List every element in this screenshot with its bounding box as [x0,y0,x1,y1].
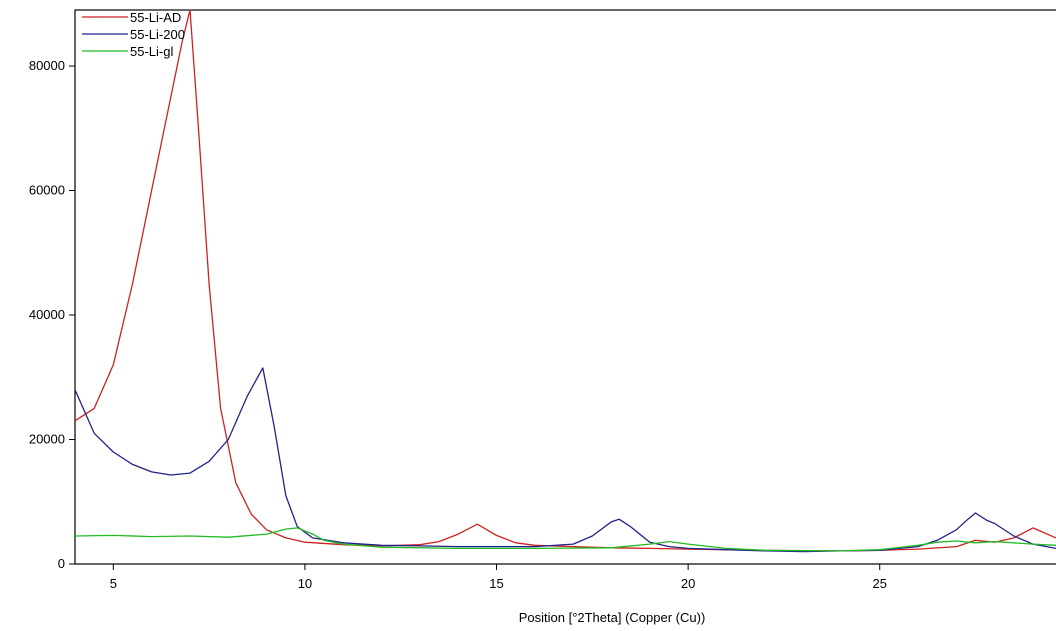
x-tick-label: 10 [298,576,312,591]
series-line-55-li-ad [74,9,1056,552]
series-lines [74,9,1056,553]
x-axis-title: Position [°2Theta] (Copper (Cu)) [519,610,706,625]
y-axis-ticks: 0 20000 40000 60000 80000 [29,58,75,571]
legend-label: 55-Li-200 [130,27,185,42]
series-line-55-li-200 [74,367,1056,553]
y-tick-label: 40000 [29,307,65,322]
legend-label: 55-Li-AD [130,10,181,25]
x-tick-label: 25 [872,576,886,591]
legend: 55-Li-AD 55-Li-200 55-Li-gl [82,10,185,59]
y-tick-label: 20000 [29,432,65,447]
y-tick-label: 60000 [29,183,65,198]
y-tick-label: 80000 [29,58,65,73]
x-axis-ticks: 5 10 15 20 25 [110,564,887,591]
plot-area [74,9,1056,565]
series-line-55-li-gl [74,527,1056,552]
x-tick-label: 5 [110,576,117,591]
plot-frame [74,9,1056,565]
x-tick-label: 20 [681,576,695,591]
x-tick-label: 15 [489,576,503,591]
y-tick-label: 0 [58,556,65,571]
legend-label: 55-Li-gl [130,44,173,59]
